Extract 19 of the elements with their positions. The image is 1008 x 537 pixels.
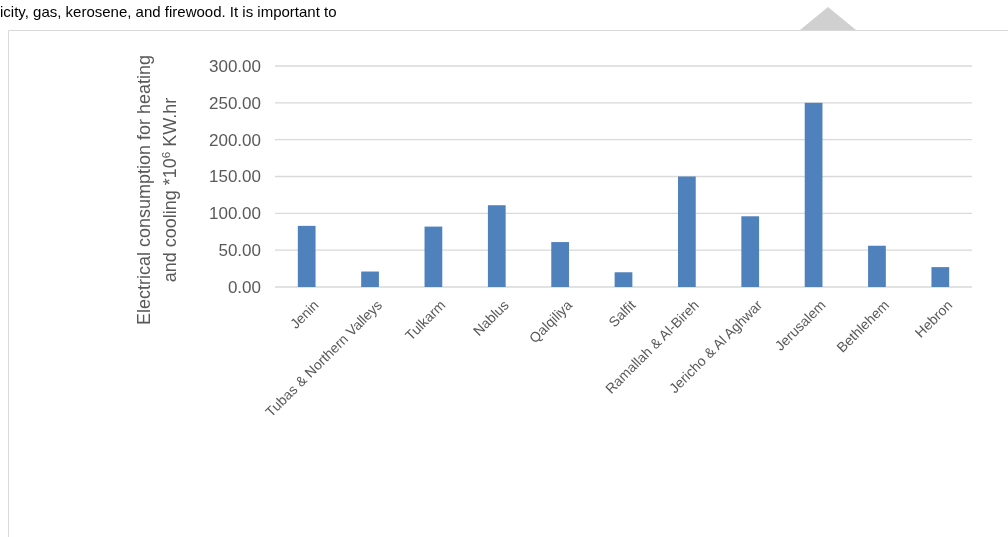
bar: [551, 242, 570, 287]
bar: [424, 226, 443, 287]
y-tick-label: 200.00: [209, 130, 261, 150]
y-tick-label: 300.00: [209, 56, 261, 76]
bar: [614, 272, 633, 287]
bar: [804, 102, 823, 287]
text: icity, gas, kerosene, and firewood. It is important to: [0, 3, 337, 20]
bar: [361, 271, 379, 287]
bar: [677, 176, 696, 287]
y-tick-label: 250.00: [209, 93, 261, 113]
y-tick-label: 100.00: [209, 204, 261, 224]
y-tick-label: 150.00: [209, 167, 261, 187]
y-tick-label: 50.00: [218, 241, 261, 261]
bar: [741, 216, 760, 287]
bar: [868, 245, 886, 287]
bar: [487, 205, 506, 287]
bar: [931, 267, 950, 287]
bar: [297, 225, 316, 287]
y-tick-label: 0.00: [227, 277, 261, 297]
